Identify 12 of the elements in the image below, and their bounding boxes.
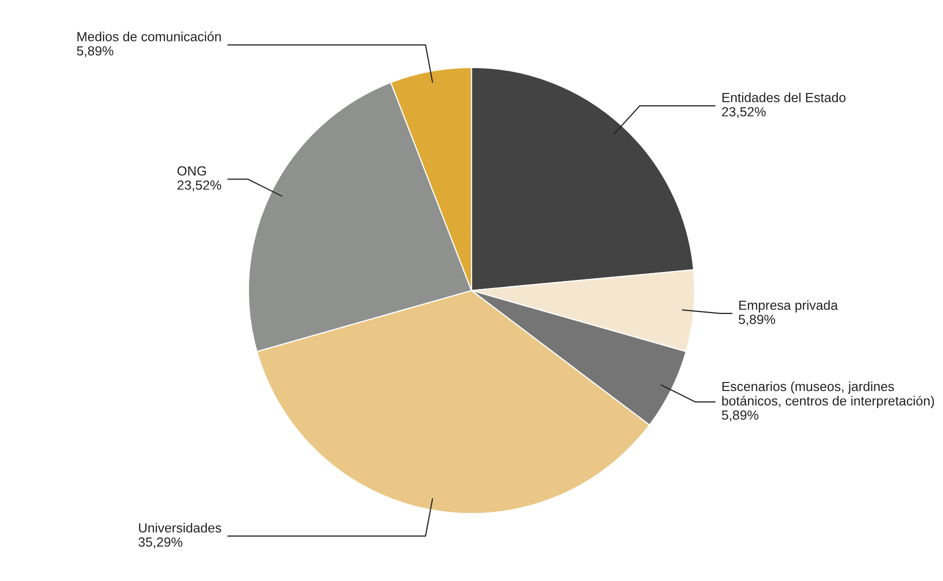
- slice-label: Universidades: [139, 522, 222, 533]
- data-label: 5,89%: [738, 314, 776, 326]
- slice-label: Entidades del Estado: [722, 92, 846, 102]
- slice-label: Escenarios (museos, jardines botánicos, centros de interpretación): [722, 381, 934, 408]
- data-label: 23,52%: [178, 180, 222, 192]
- data-label: 5,89%: [722, 410, 758, 422]
- data-label: 23,52%: [722, 107, 766, 118]
- data-label: 5,89%: [76, 46, 114, 58]
- data-label: 35,29%: [138, 537, 182, 548]
- slice-label: Empresa privada: [739, 300, 838, 313]
- slice-label: Medios de comunicación: [78, 31, 221, 42]
- slice-label: ONG: [178, 166, 206, 176]
